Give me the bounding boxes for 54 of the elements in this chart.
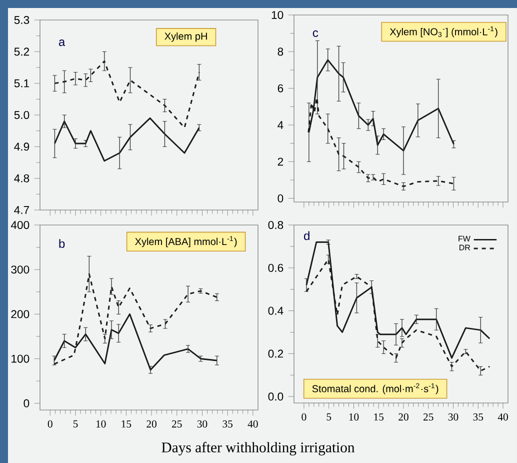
y-tick-label: 100: [12, 354, 30, 363]
y-tick-label: 5.3: [14, 16, 30, 24]
x-tick-label: 10: [96, 420, 106, 428]
y-tick-label: 4: [278, 121, 284, 129]
annotation: b: [59, 239, 65, 248]
x-tick-label: 10: [349, 413, 359, 421]
x-tick-label: 20: [146, 420, 156, 428]
x-tick-label: 20: [398, 413, 408, 421]
y-tick-label: 300: [11, 266, 30, 274]
y-tick-label: 5.1: [14, 79, 30, 88]
y-tick-label: 0.4: [268, 306, 284, 315]
y-tick-label: 0.6: [268, 264, 284, 272]
x-tick-label: 30: [197, 420, 208, 428]
text: Xylem pH: [164, 32, 207, 42]
line-series: [54, 117, 200, 162]
y-tick-label: 8: [278, 48, 284, 56]
annotation: d: [304, 231, 310, 240]
y-tick-label: 2: [278, 158, 284, 166]
x-tick-label: 15: [374, 413, 384, 421]
x-tick-label: 5: [73, 420, 78, 428]
y-tick-label: 5.2: [14, 48, 30, 56]
y-tick-label: 5.0: [14, 110, 30, 119]
x-tick-label: 40: [248, 420, 258, 428]
annotation: c: [312, 30, 318, 37]
x-tick-label: 25: [423, 413, 434, 421]
text: Xylem [ABA] mmol·L$^{-1}$): [135, 236, 237, 248]
line-series: [54, 60, 200, 128]
x-tick-label: 30: [448, 413, 458, 421]
y-tick-label: 0.2: [268, 350, 284, 358]
x-tick-label: 35: [222, 420, 232, 428]
x-tick-label: 40: [498, 413, 508, 421]
x-tick-label: 0: [48, 420, 52, 428]
annotation: a: [58, 40, 66, 46]
y-tick-label: 4.8: [14, 174, 30, 182]
y-tick-label: 0.8: [268, 220, 284, 229]
y-tick-label: 200: [11, 310, 30, 318]
legend-label: DR: [460, 244, 470, 250]
y-tick-label: 10: [272, 10, 284, 19]
text: Xylem [NO$_{3}$$^{-}$] (mmol·L$^{-1}$): [390, 26, 498, 38]
y-tick-label: 0.0: [268, 392, 284, 401]
legend-label: FW: [458, 236, 470, 242]
y-tick-label: 400: [10, 220, 30, 229]
x-tick-label: 35: [473, 413, 484, 421]
y-tick-label: 4.9: [14, 142, 30, 151]
text: Stomatal cond. (mol·m$^{-2}$·s$^{-1}$): [312, 383, 438, 394]
x-tick-label: 0: [302, 413, 306, 421]
x-axis-title: Days after withholding irrigation: [162, 442, 355, 456]
x-tick-label: 15: [122, 420, 132, 428]
y-tick-label: 0: [24, 399, 30, 408]
y-tick-label: 6: [278, 84, 284, 92]
y-tick-label: 0: [278, 194, 284, 202]
x-tick-label: 5: [326, 413, 332, 420]
y-tick-label: 4.7: [14, 206, 30, 214]
x-tick-label: 25: [172, 420, 182, 428]
